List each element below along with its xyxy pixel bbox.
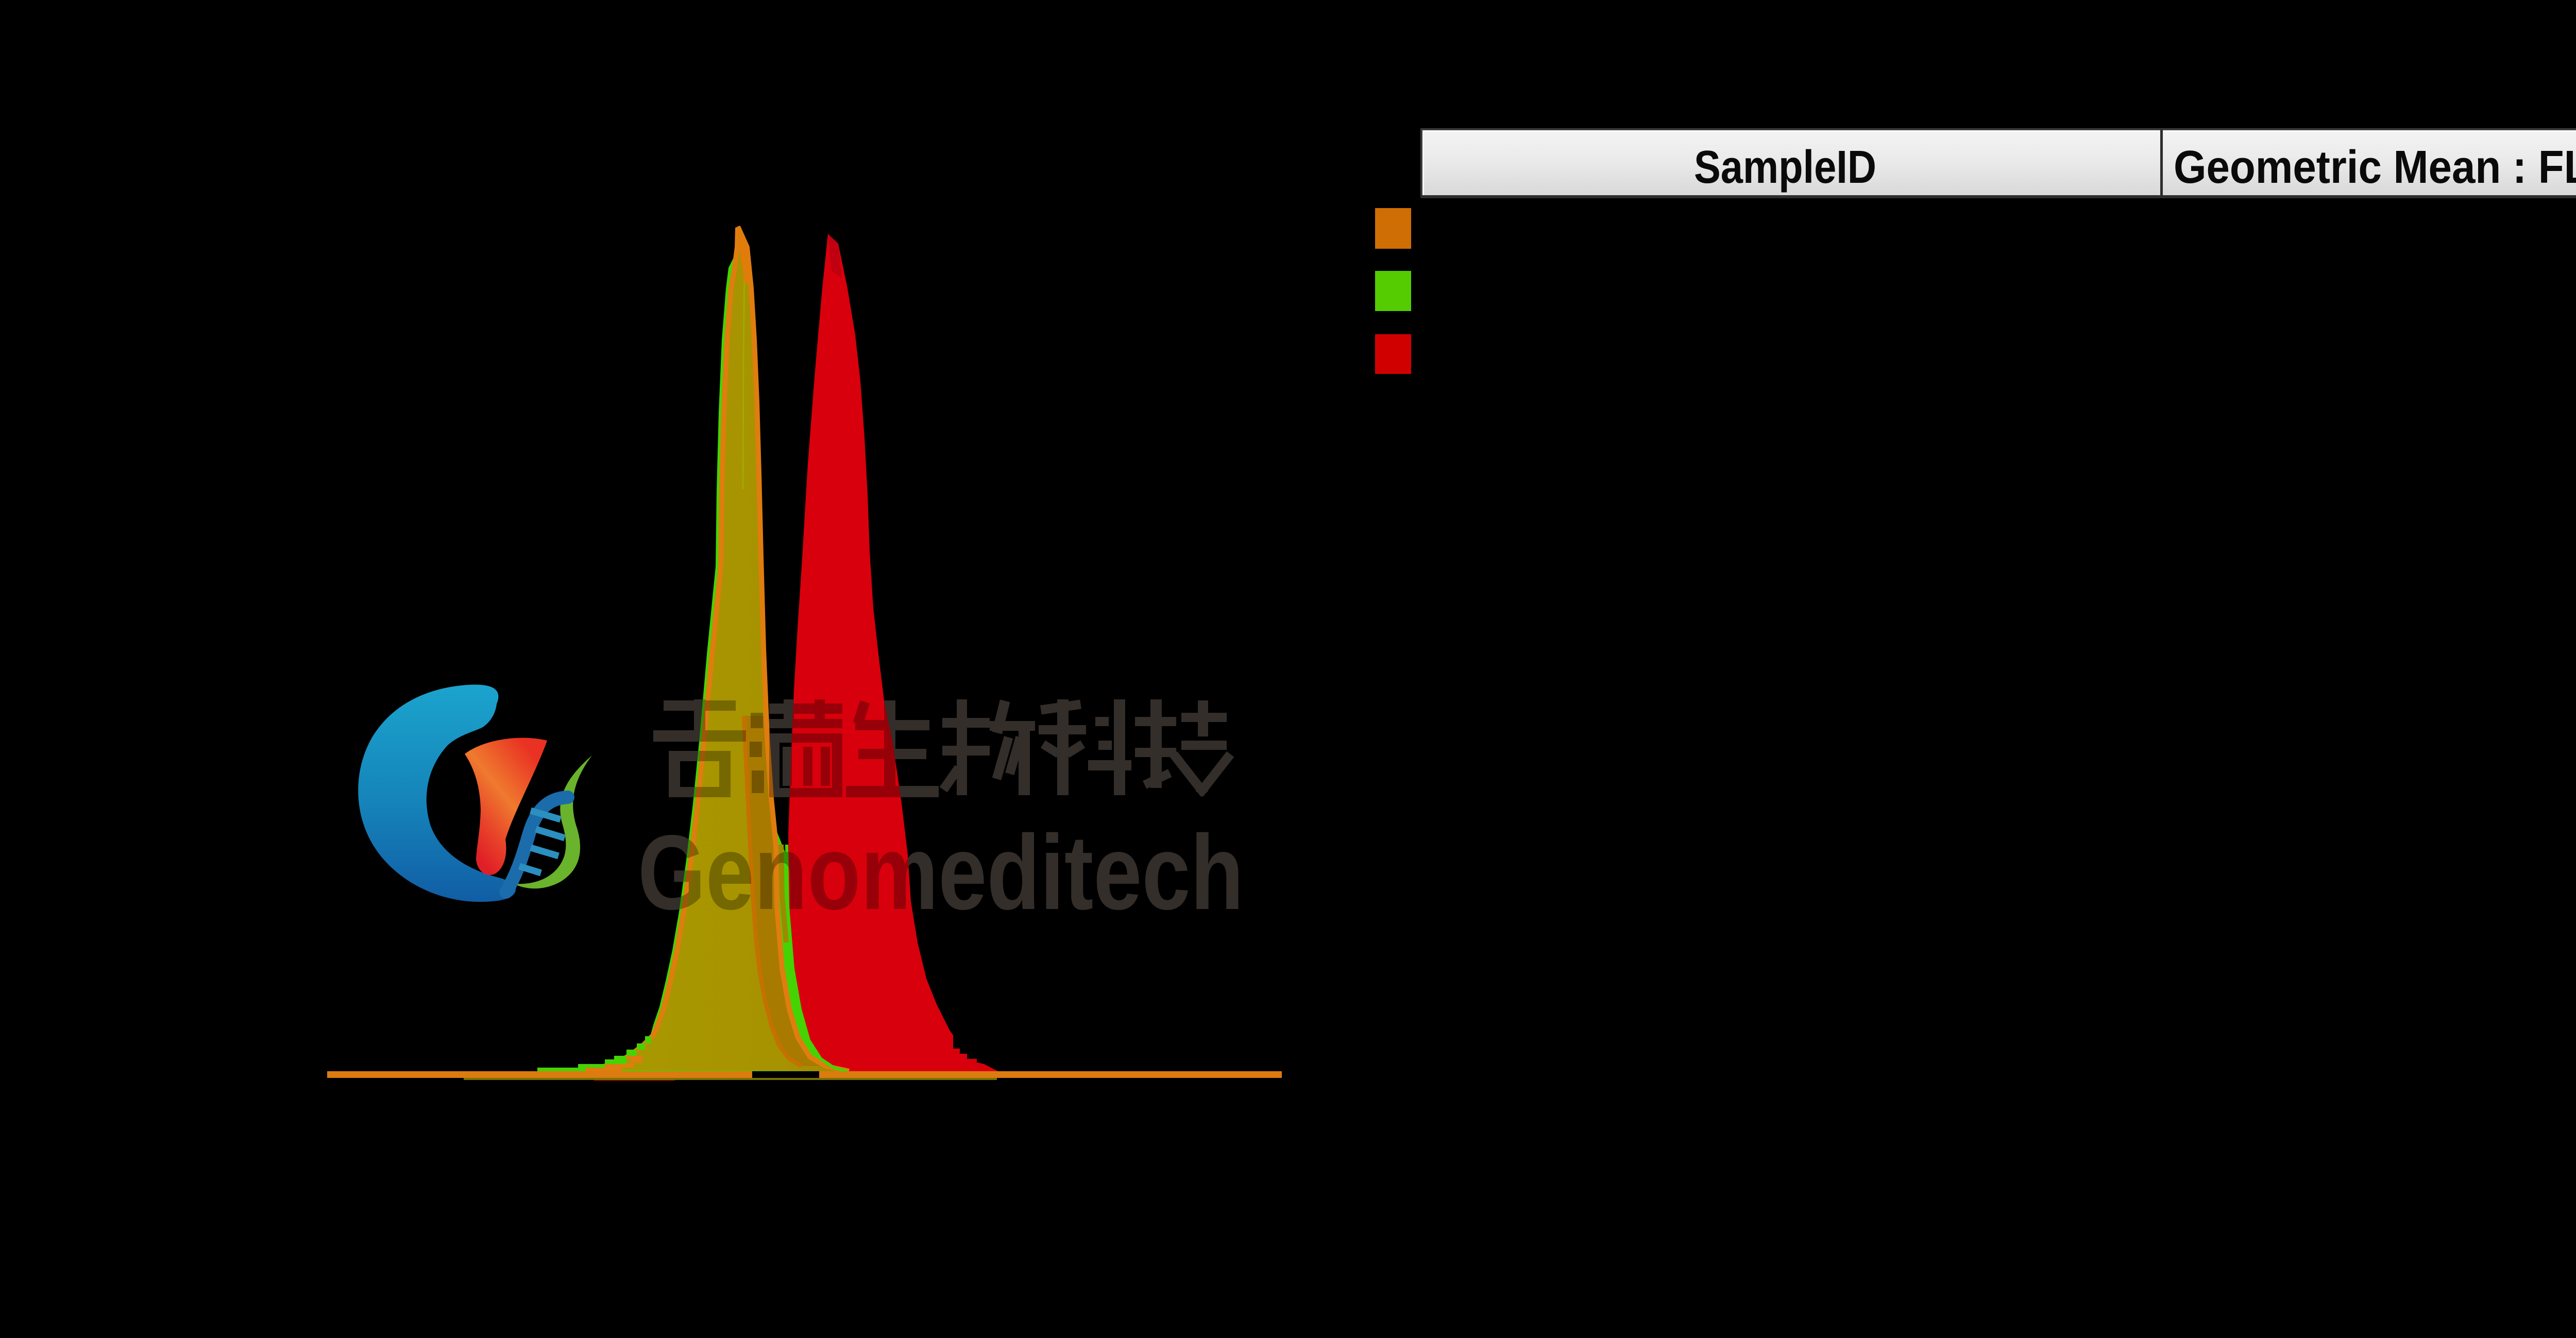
svg-text:SampleID: SampleID [1694, 142, 1876, 193]
svg-text:Geometric Mean : FL11-H: Geometric Mean : FL11-H [2174, 142, 2576, 193]
